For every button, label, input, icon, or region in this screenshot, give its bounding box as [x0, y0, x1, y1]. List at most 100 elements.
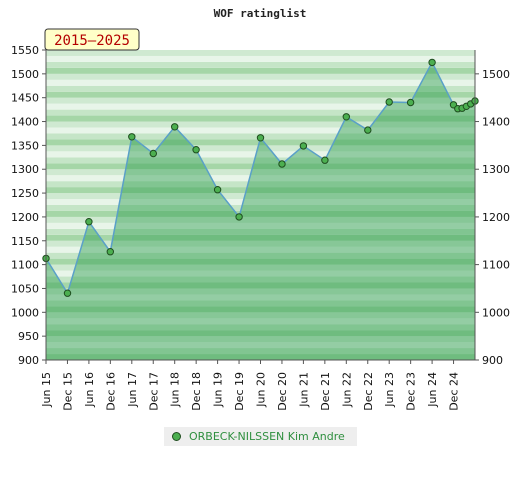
y-tick-label: 1500 [11, 68, 39, 81]
y-right-tick-label: 1100 [482, 259, 510, 272]
y-tick-label: 1150 [11, 235, 39, 248]
x-tick-label: Jun 15 [40, 372, 53, 408]
y-right-tick-label: 900 [482, 354, 503, 367]
legend: ORBECK-NILSSEN Kim Andre [164, 427, 357, 446]
legend-marker-icon [172, 432, 181, 441]
background-band [46, 55, 475, 62]
data-point [235, 213, 243, 221]
background-band [46, 312, 475, 319]
x-tick-label: Dec 20 [276, 372, 289, 411]
data-point [85, 218, 93, 226]
background-band [46, 79, 475, 86]
background-band [46, 145, 475, 152]
background-band [46, 181, 475, 188]
x-tick-label: Jun 18 [169, 372, 182, 408]
background-band [46, 127, 475, 134]
x-tick-label: Jun 21 [297, 372, 310, 408]
y-axis-left-ticks: 900 950 1000 1050 1100 1150 1200 1250 1300 1350 14… [11, 44, 46, 367]
background-band [46, 270, 475, 277]
background-band [46, 157, 475, 164]
background-band [46, 73, 475, 80]
background-band [46, 187, 475, 194]
background-band [46, 175, 475, 182]
y-tick-label: 1100 [11, 259, 39, 272]
background-band [46, 103, 475, 110]
x-tick-label: Jun 16 [83, 372, 96, 408]
background-band [46, 348, 475, 355]
background-band [46, 115, 475, 122]
background-band [46, 342, 475, 349]
x-tick-label: Dec 16 [104, 372, 117, 411]
data-point [106, 248, 115, 256]
data-point [63, 289, 72, 297]
x-tick-label: Jun 23 [383, 372, 396, 408]
background-band [46, 324, 475, 331]
x-tick-label: Dec 23 [405, 372, 418, 411]
background-band [46, 252, 475, 259]
y-right-tick-label: 1300 [482, 163, 510, 176]
data-point [321, 156, 329, 164]
y-tick-label: 900 [18, 354, 39, 367]
background-band [46, 121, 475, 128]
chart-title: WOF ratinglist [214, 7, 307, 20]
background-band [46, 264, 475, 271]
data-point [428, 58, 436, 67]
background-band [46, 67, 475, 74]
background-band [46, 50, 475, 56]
x-tick-label: Jun 20 [255, 372, 268, 408]
background-band [46, 97, 475, 104]
data-point [128, 133, 136, 141]
y-tick-label: 1300 [11, 163, 39, 176]
background-band [46, 222, 475, 229]
background-band [46, 234, 475, 241]
data-point [299, 142, 308, 150]
y-right-tick-label: 1400 [482, 116, 510, 129]
background-band [46, 354, 475, 360]
y-tick-label: 1350 [11, 139, 39, 152]
data-point [149, 149, 158, 158]
background-band [46, 169, 475, 176]
background-band [46, 109, 475, 116]
background-band [46, 282, 475, 289]
background-band [46, 193, 475, 200]
background-band [46, 306, 475, 313]
data-point [192, 146, 200, 154]
background-band [46, 276, 475, 283]
background-band [46, 288, 475, 295]
period-badge-box [44, 28, 140, 51]
y-tick-label: 950 [18, 330, 39, 343]
period-badge: 2015–2025 [44, 28, 140, 51]
y-tick-label: 1250 [11, 187, 39, 200]
x-tick-label: Dec 15 [61, 372, 74, 411]
y-right-tick-label: 1500 [482, 68, 510, 81]
data-point [278, 160, 286, 168]
data-point [385, 98, 393, 106]
background-band [46, 330, 475, 337]
legend-series-label: ORBECK-NILSSEN Kim Andre [189, 430, 345, 443]
background-band [46, 228, 475, 235]
background-band [46, 336, 475, 343]
background-band [46, 216, 475, 223]
y-tick-label: 1400 [11, 116, 39, 129]
background-band [46, 139, 475, 146]
x-axis-ticks: Jun 15 Dec 15 Jun 16 Dec 16 Jun 17 Dec 17 Jun … [40, 360, 461, 411]
x-tick-label: Dec 24 [448, 372, 461, 411]
x-tick-label: Dec 18 [190, 372, 203, 411]
x-tick-label: Jun 17 [126, 372, 139, 408]
y-right-tick-label: 1000 [482, 306, 510, 319]
data-point [364, 126, 372, 134]
data-point [406, 98, 415, 107]
background-band [46, 151, 475, 158]
series-area [46, 62, 475, 361]
x-tick-label: Jun 22 [340, 372, 353, 408]
y-tick-label: 1000 [11, 306, 39, 319]
x-tick-label: Dec 21 [319, 372, 332, 411]
background-band [46, 85, 475, 92]
x-tick-label: Dec 17 [147, 372, 160, 411]
background-band [46, 300, 475, 307]
x-tick-label: Dec 22 [362, 372, 375, 411]
x-tick-label: Jun 19 [212, 372, 225, 408]
x-tick-label: Dec 19 [233, 372, 246, 411]
background-band [46, 163, 475, 170]
